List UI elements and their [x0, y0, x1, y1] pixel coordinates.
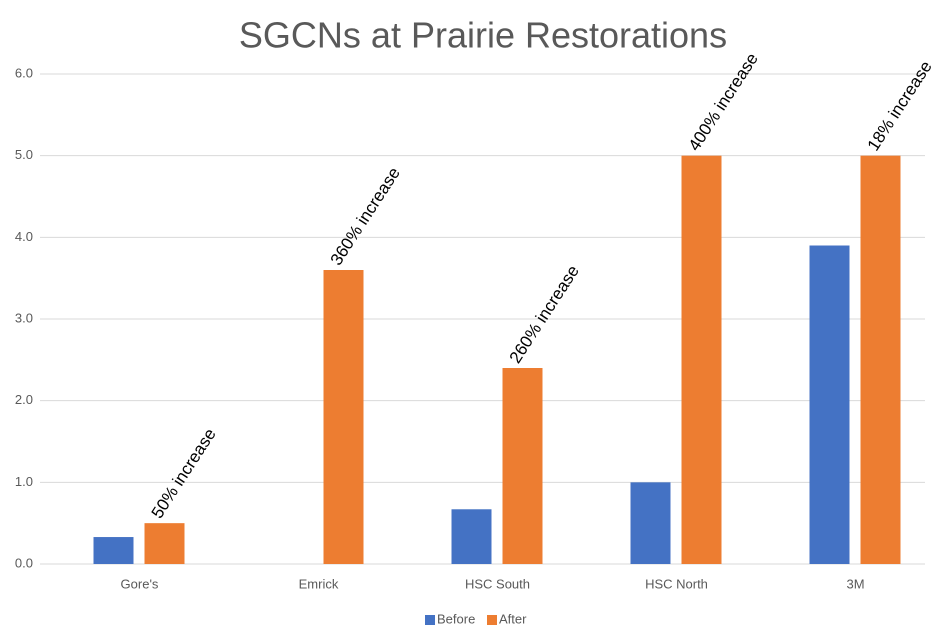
- bar: [502, 368, 543, 564]
- bar: [681, 155, 722, 564]
- bar: [860, 155, 901, 564]
- annotation: 18% increase: [864, 58, 935, 155]
- legend-swatch: [425, 615, 435, 625]
- chart-title: SGCNs at Prairie Restorations: [239, 15, 727, 56]
- annotation: 50% increase: [148, 425, 220, 522]
- legend-swatch: [487, 615, 497, 625]
- x-tick-label: Emrick: [299, 576, 339, 591]
- bar: [451, 509, 492, 564]
- bar: [144, 523, 185, 564]
- y-tick-label: 4.0: [15, 229, 33, 244]
- bar: [323, 270, 364, 564]
- y-tick-label: 0.0: [15, 555, 33, 570]
- y-tick-label: 6.0: [15, 65, 33, 80]
- y-tick-label: 1.0: [15, 474, 33, 489]
- x-tick-label: Gore's: [121, 576, 159, 591]
- annotation: 360% increase: [327, 164, 404, 269]
- x-tick-label: HSC South: [465, 576, 530, 591]
- y-tick-label: 5.0: [15, 147, 33, 162]
- x-tick-label: HSC North: [645, 576, 708, 591]
- bar: [809, 245, 850, 564]
- bar: [630, 482, 671, 564]
- annotation: 260% increase: [506, 262, 583, 367]
- annotation: 400% increase: [685, 50, 762, 155]
- legend-label: After: [499, 611, 527, 626]
- y-tick-label: 2.0: [15, 392, 33, 407]
- bar: [93, 537, 134, 564]
- x-tick-label: 3M: [846, 576, 864, 591]
- y-tick-label: 3.0: [15, 310, 33, 325]
- legend-label: Before: [437, 611, 475, 626]
